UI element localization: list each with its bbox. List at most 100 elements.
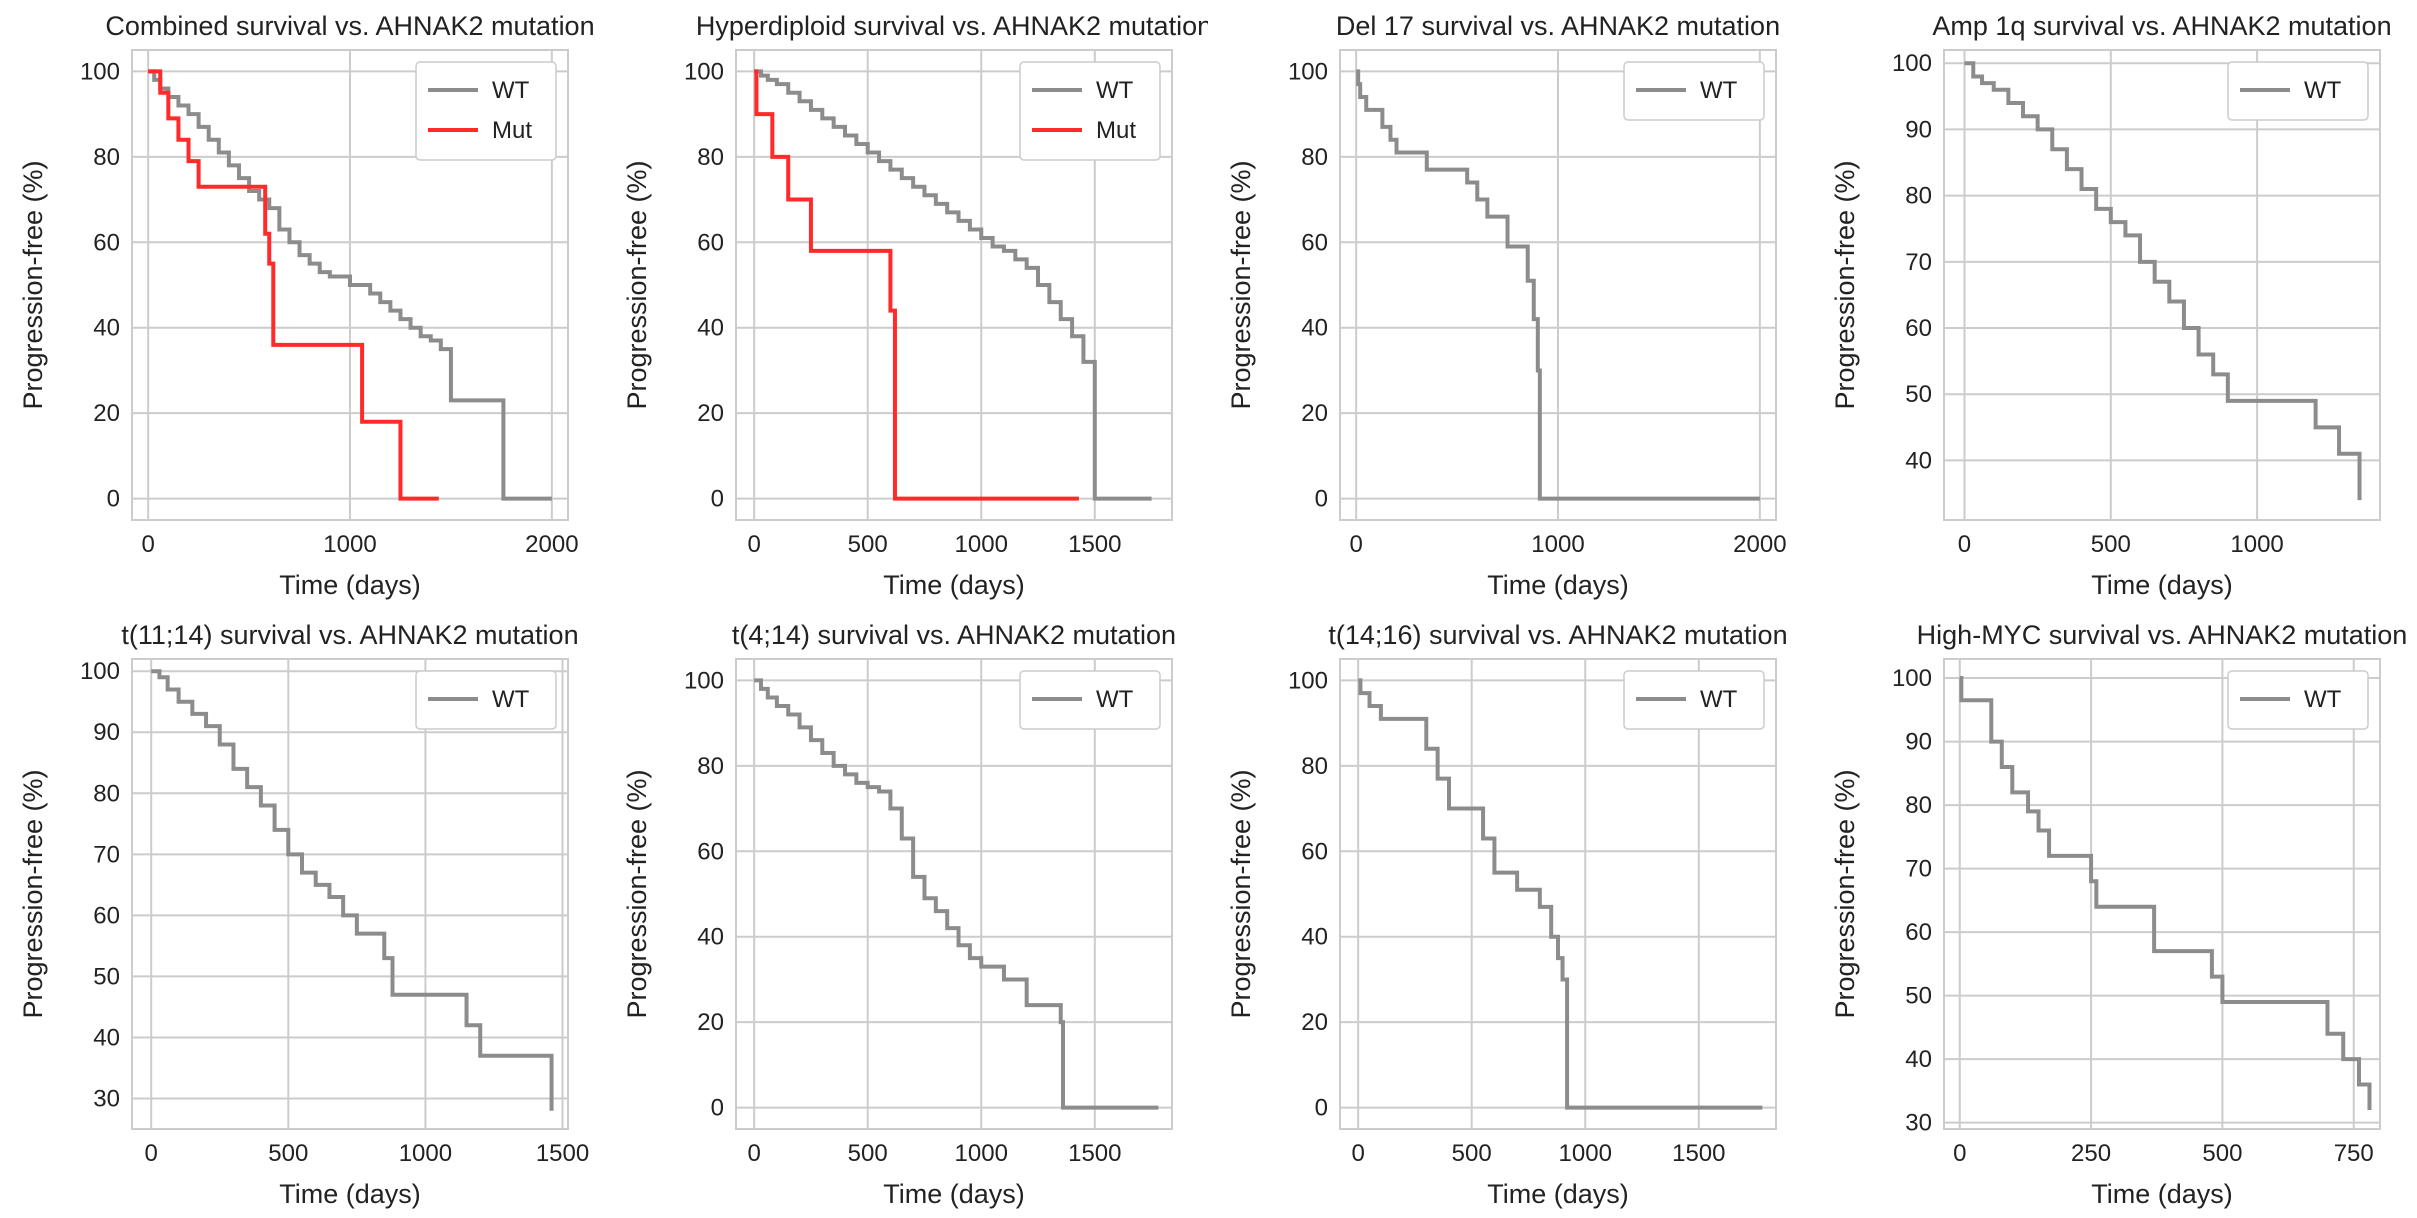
chart-panel-1: Combined survival vs. AHNAK2 mutation 0 10… [0,0,604,609]
y-tick-label: 60 [697,229,724,256]
plot-frame [1943,49,2381,521]
plot-frame [735,658,1173,1130]
chart-panel-6: t(4;14) survival vs. AHNAK2 mutation 0 500… [604,609,1208,1218]
series-line-wt [148,69,552,501]
y-tick-label: 70 [1905,249,1932,276]
x-tick-label: 0 [141,531,154,558]
x-tick-label: 1000 [955,531,1008,558]
y-tick-label: 60 [93,229,120,256]
y-tick-label: 50 [1905,983,1932,1010]
series-line-wt [1356,69,1760,501]
x-axis-label: Time (days) [883,570,1025,600]
plot-frame [1943,658,2381,1130]
y-tick-label: 20 [1301,1009,1328,1036]
y-tick-label: 0 [107,486,120,513]
y-tick-label: 60 [1905,919,1932,946]
x-tick-label: 0 [145,1140,158,1167]
x-tick-label: 0 [1958,531,1971,558]
y-tick-label: 40 [697,315,724,342]
legend-label: WT [1700,77,1738,104]
y-tick-label: 60 [697,838,724,865]
chart-title: High-MYC survival vs. AHNAK2 mutation [1917,620,2408,650]
chart-panel-8: High-MYC survival vs. AHNAK2 mutation 0 25… [1812,609,2416,1218]
y-tick-label: 80 [93,144,120,171]
y-axis-label: Progression-free (%) [1830,769,1860,1018]
x-tick-label: 2000 [1733,531,1786,558]
x-axis-label: Time (days) [279,1179,421,1209]
y-axis-label: Progression-free (%) [622,769,652,1018]
x-tick-label: 2000 [525,531,578,558]
y-tick-label: 80 [1905,183,1932,210]
x-tick-label: 1500 [1068,531,1121,558]
x-tick-label: 1500 [1068,1140,1121,1167]
x-axis-label: Time (days) [883,1179,1025,1209]
x-axis-label: Time (days) [1487,1179,1629,1209]
y-tick-label: 20 [1301,400,1328,427]
y-axis-label: Progression-free (%) [1830,160,1860,409]
series-line-mut [148,69,439,501]
x-axis-label: Time (days) [2091,1179,2233,1209]
legend [1019,61,1161,161]
x-axis-label: Time (days) [279,570,421,600]
y-tick-label: 60 [1301,229,1328,256]
y-tick-label: 90 [93,719,120,746]
chart-panel-5: t(11;14) survival vs. AHNAK2 mutation 0 50… [0,609,604,1218]
chart-title: Del 17 survival vs. AHNAK2 mutation [1336,11,1780,41]
y-tick-label: 100 [1892,50,1932,77]
y-tick-label: 0 [1315,486,1328,513]
y-tick-label: 80 [697,144,724,171]
y-axis-label: Progression-free (%) [18,160,48,409]
y-tick-label: 0 [1315,1095,1328,1122]
series-line-wt [754,69,1152,501]
chart-title: Combined survival vs. AHNAK2 mutation [105,11,594,41]
plot-frame [1339,49,1777,521]
chart-panel-2: Hyperdiploid survival vs. AHNAK2 mutatio… [604,0,1208,609]
y-tick-label: 40 [93,1024,120,1051]
chart-svg: Combined survival vs. AHNAK2 mutation 0 10… [18,11,595,600]
x-tick-label: 500 [848,531,888,558]
y-tick-label: 0 [711,1095,724,1122]
chart-svg: t(11;14) survival vs. AHNAK2 mutation 0 50… [18,620,589,1209]
chart-panel-4: Amp 1q survival vs. AHNAK2 mutation 0 500 1… [1812,0,2416,609]
y-tick-label: 30 [93,1085,120,1112]
y-tick-label: 20 [93,400,120,427]
y-tick-label: 100 [684,667,724,694]
x-tick-label: 500 [1452,1140,1492,1167]
chart-title: Hyperdiploid survival vs. AHNAK2 mutatio… [696,11,1208,41]
y-tick-label: 80 [93,780,120,807]
x-tick-label: 1000 [955,1140,1008,1167]
chart-panel-7: t(14;16) survival vs. AHNAK2 mutation 0 50… [1208,609,1812,1218]
plot-frame [131,658,569,1130]
chart-title: Amp 1q survival vs. AHNAK2 mutation [1932,11,2391,41]
legend-label: Mut [492,117,532,144]
legend [1623,670,1765,730]
chart-title: t(14;16) survival vs. AHNAK2 mutation [1328,620,1787,650]
y-tick-label: 0 [711,486,724,513]
x-tick-label: 250 [2071,1140,2111,1167]
chart-svg: Amp 1q survival vs. AHNAK2 mutation 0 500 1… [1830,11,2392,600]
y-axis-label: Progression-free (%) [1226,769,1256,1018]
plot-frame [131,49,569,521]
y-tick-label: 60 [1301,838,1328,865]
y-tick-label: 50 [93,963,120,990]
legend [1019,670,1161,730]
chart-title: t(11;14) survival vs. AHNAK2 mutation [121,620,578,650]
y-axis-label: Progression-free (%) [622,160,652,409]
legend [415,61,557,161]
legend-label: WT [2304,686,2342,713]
x-tick-label: 1000 [2230,531,2283,558]
y-tick-label: 100 [80,658,120,685]
legend [2227,61,2369,121]
y-tick-label: 100 [684,58,724,85]
x-tick-label: 1000 [399,1140,452,1167]
x-tick-label: 1000 [1559,1140,1612,1167]
x-tick-label: 1000 [1531,531,1584,558]
y-tick-label: 100 [80,58,120,85]
y-tick-label: 20 [697,400,724,427]
y-tick-label: 40 [1905,447,1932,474]
x-tick-label: 1000 [323,531,376,558]
x-tick-label: 500 [2202,1140,2242,1167]
chart-svg: t(4;14) survival vs. AHNAK2 mutation 0 500… [622,620,1176,1209]
x-tick-label: 0 [1349,531,1362,558]
y-tick-label: 80 [1905,792,1932,819]
